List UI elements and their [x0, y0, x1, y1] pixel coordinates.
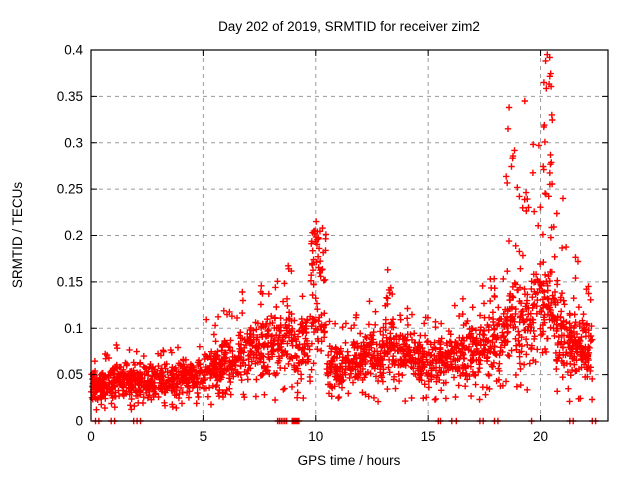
x-tick-label: 0	[87, 429, 95, 444]
y-tick-label: 0.2	[64, 228, 83, 243]
y-tick-label: 0	[75, 414, 83, 429]
x-tick-label: 15	[421, 429, 436, 444]
y-tick-label: 0.15	[57, 274, 83, 289]
y-tick-label: 0.4	[64, 43, 83, 58]
x-tick-label: 20	[533, 429, 548, 444]
data-points	[88, 51, 599, 425]
chart-title: Day 202 of 2019, SRMTID for receiver zim…	[218, 19, 480, 34]
y-tick-label: 0.3	[64, 135, 83, 150]
x-tick-label: 10	[308, 429, 323, 444]
x-tick-label: 5	[200, 429, 208, 444]
y-tick-label: 0.35	[57, 89, 83, 104]
tick-labels: 0 5 10 15 20 0 0.05 0.1 0.15 0.2 0.25 0.3 0.35 0.4	[57, 43, 548, 445]
y-tick-label: 0.05	[57, 367, 83, 382]
y-tick-label: 0.25	[57, 182, 83, 197]
axes	[90, 49, 609, 422]
grid	[91, 49, 608, 421]
data-points-path	[88, 51, 599, 425]
y-tick-label: 0.1	[64, 321, 83, 336]
x-axis-label: GPS time / hours	[298, 453, 401, 468]
y-axis-label: SRMTID / TECUs	[10, 182, 25, 289]
